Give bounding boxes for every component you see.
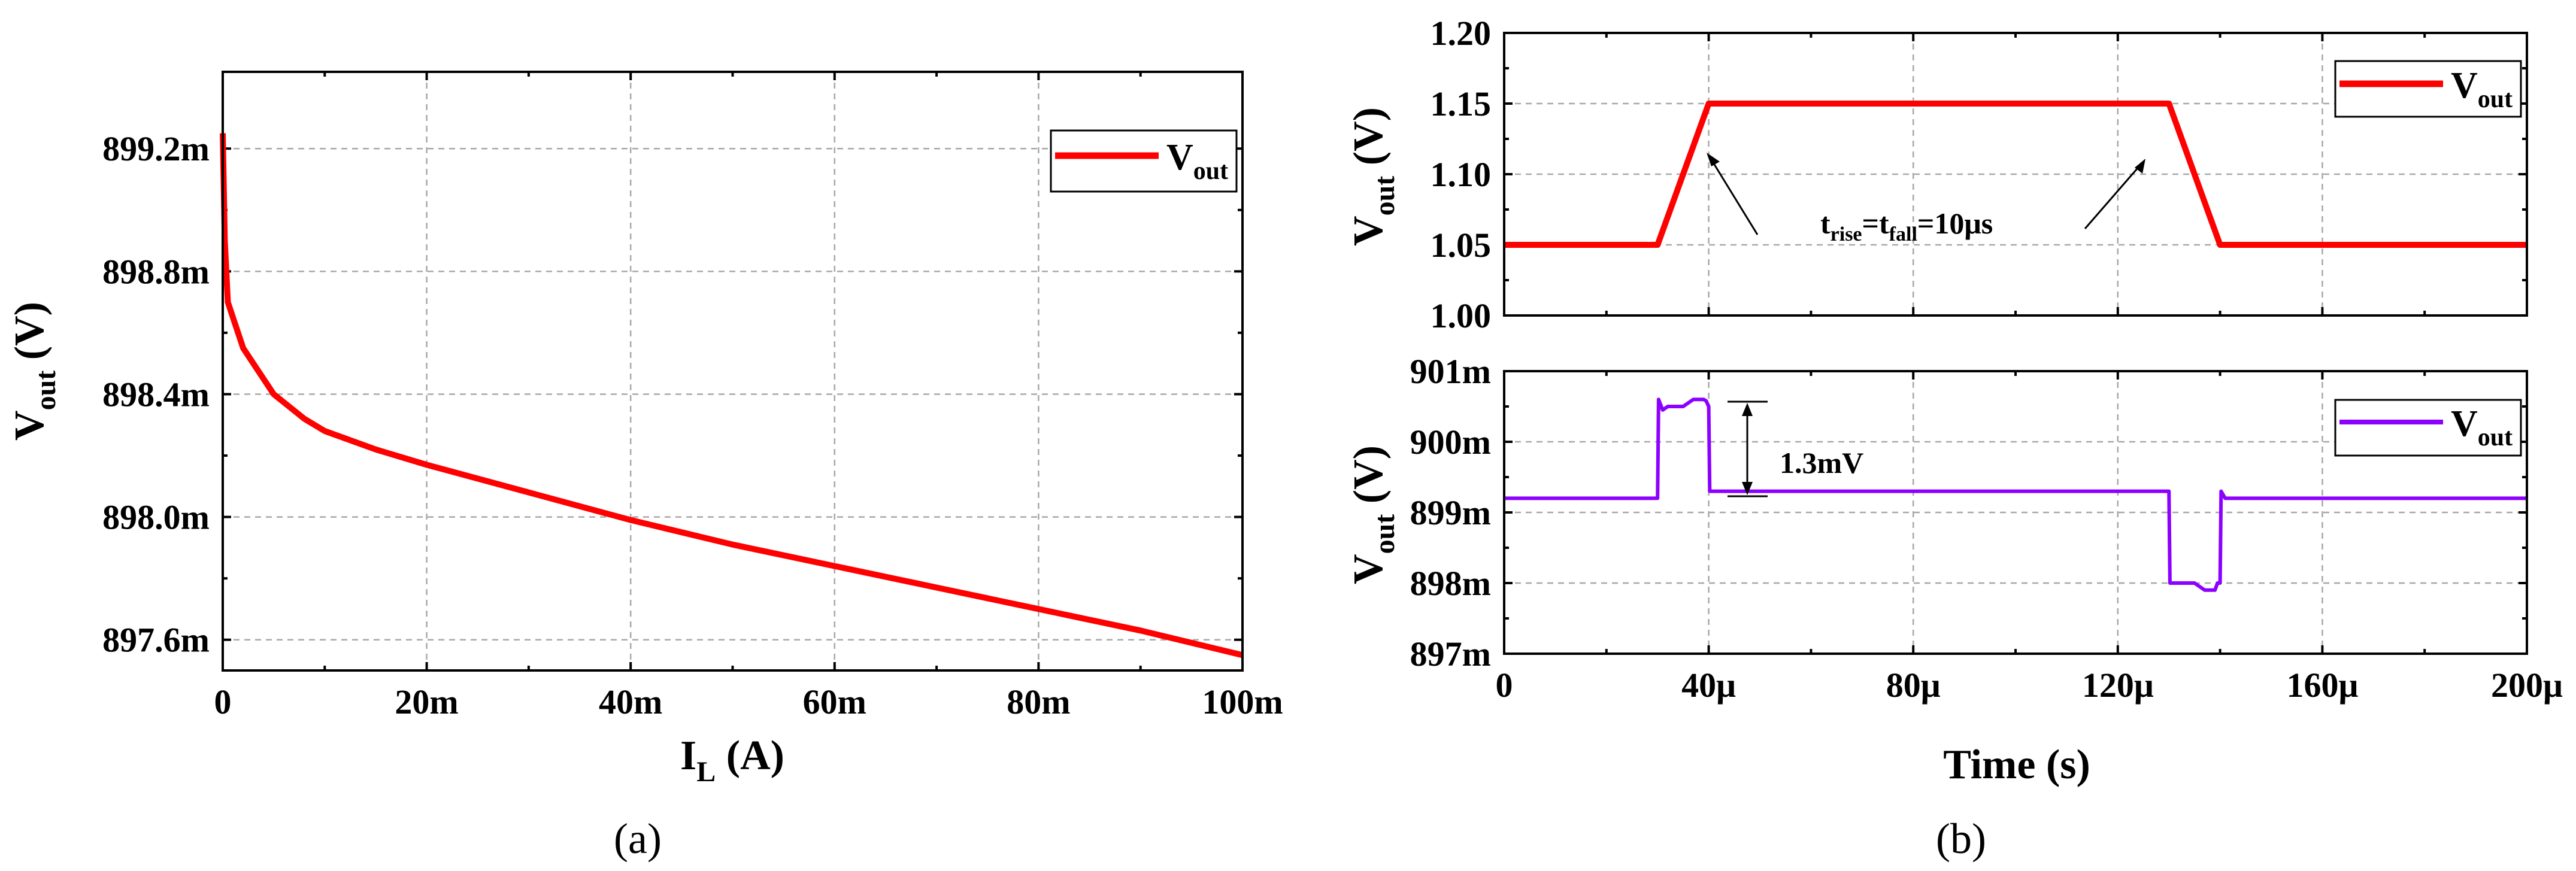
chart-a-series	[220, 133, 1244, 658]
chart-b-top-legend: Vout	[2334, 60, 2522, 118]
y-tick-label: 1.10	[1431, 155, 1492, 194]
x-tick-label: 120μ	[2082, 666, 2154, 705]
x-tick-label: 20m	[395, 682, 458, 721]
chart-a-x-axis-title: IL (A)	[680, 733, 784, 788]
series-line	[220, 133, 1244, 658]
x-tick-label: 0	[214, 682, 232, 721]
chart-b-top-y-axis-title: Vout (V)	[1345, 107, 1401, 246]
chart-b-top-annotation: trise=tfall=10μs	[1707, 153, 2145, 245]
chart-b-bottom-frame	[1503, 370, 2528, 655]
ripple-arrow-head-down	[1742, 482, 1753, 495]
y-tick-label: 898.8m	[102, 252, 210, 291]
series-line	[1504, 101, 2527, 248]
chart-a-y-tick-labels: 897.6m 898.0m 898.4m 898.8m 899.2m	[102, 129, 210, 660]
y-tick-label: 898.0m	[102, 498, 210, 537]
x-tick-label: 100m	[1202, 682, 1283, 721]
y-tick-label: 897m	[1410, 635, 1491, 673]
chart-a-legend-box	[1050, 129, 1238, 193]
chart-b-bottom-x-axis-title: Time (s)	[1943, 742, 2090, 788]
x-tick-label: 0	[1496, 666, 1513, 705]
y-tick-label: 899m	[1410, 493, 1491, 532]
fall-arrow-head	[2135, 159, 2145, 174]
x-tick-label: 40μ	[1681, 666, 1736, 705]
chart-a-legend-label: Vout	[1166, 137, 1228, 185]
chart-b-bottom-x-tick-labels: 0 40μ 80μ 120μ 160μ 200μ	[1496, 666, 2563, 705]
series-line	[1504, 397, 2527, 592]
chart-b-top-frame	[1503, 32, 2528, 317]
chart-a-frame	[222, 71, 1244, 672]
y-tick-label: 900m	[1410, 423, 1491, 462]
y-tick-label: 1.20	[1431, 14, 1492, 53]
y-tick-label: 1.15	[1431, 84, 1492, 123]
chart-b-top-series	[1504, 101, 2527, 248]
chart-b-bottom-legend: Vout	[2334, 399, 2522, 457]
x-tick-label: 160μ	[2286, 666, 2358, 705]
x-tick-label: 60m	[803, 682, 866, 721]
chart-b-bottom: 0 40μ 80μ 120μ 160μ 200μ 897m 898m 899m 900m 901m…	[1345, 352, 2563, 863]
x-tick-label: 80m	[1007, 682, 1070, 721]
x-tick-label: 40m	[599, 682, 662, 721]
chart-b-bottom-legend-box	[2334, 399, 2522, 457]
fall-arrow	[2084, 164, 2142, 229]
y-tick-label: 899.2m	[102, 129, 210, 168]
x-tick-label: 200μ	[2491, 666, 2563, 705]
chart-b-bottom-series	[1504, 397, 2527, 592]
rise-arrow-head	[1707, 153, 1720, 166]
chart-a-grid	[223, 72, 1242, 670]
y-tick-label: 897.6m	[102, 621, 210, 660]
chart-a-y-axis-title: Vout (V)	[7, 302, 62, 441]
y-tick-label: 1.05	[1431, 226, 1492, 265]
ripple-label: 1.3mV	[1780, 446, 1863, 479]
chart-b-bottom-annotation: 1.3mV	[1728, 400, 1863, 497]
rise-arrow	[1710, 158, 1759, 235]
y-tick-label: 898m	[1410, 564, 1491, 603]
chart-b-bottom-legend-label: Vout	[2451, 403, 2513, 451]
chart-b-top-legend-box	[2334, 60, 2522, 118]
chart-b-bottom-subtitle: (b)	[1936, 815, 1986, 863]
chart-b-bottom-y-axis-title: Vout (V)	[1345, 445, 1401, 584]
chart-a: 0 20m 40m 60m 80m 100m 897.6m 898.0m 898.4m 898.…	[7, 71, 1283, 863]
chart-a-x-tick-labels: 0 20m 40m 60m 80m 100m	[214, 682, 1283, 721]
chart-b-top: 1.00 1.05 1.10 1.15 1.20 Vout trise=tfall=10…	[1345, 14, 2528, 335]
chart-b-top-y-tick-labels: 1.00 1.05 1.10 1.15 1.20	[1431, 14, 1492, 335]
chart-b-bottom-y-tick-labels: 897m 898m 899m 900m 901m	[1410, 352, 1491, 673]
chart-b-top-legend-label: Vout	[2451, 65, 2513, 113]
y-tick-label: 1.00	[1431, 296, 1492, 335]
y-tick-label: 898.4m	[102, 375, 210, 414]
y-tick-label: 901m	[1410, 352, 1491, 391]
rise-fall-time-label: trise=tfall=10μs	[1820, 207, 1993, 245]
chart-a-subtitle: (a)	[614, 815, 662, 863]
chart-a-legend: Vout	[1050, 129, 1238, 193]
x-tick-label: 80μ	[1886, 666, 1941, 705]
ripple-arrow-head-up	[1742, 403, 1753, 416]
